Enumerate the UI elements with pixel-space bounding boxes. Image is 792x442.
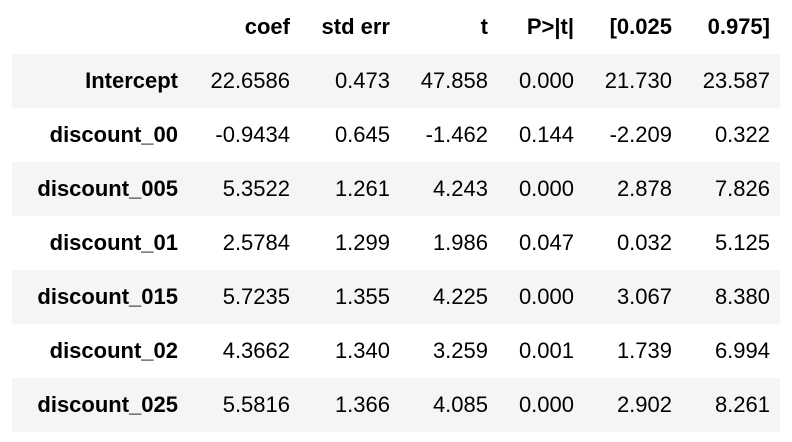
cell-std-err: 1.366 xyxy=(300,378,400,432)
header-cell-t: t xyxy=(400,0,498,54)
table-row: discount_02 4.3662 1.340 3.259 0.001 1.7… xyxy=(12,324,780,378)
cell-coef: 2.5784 xyxy=(188,216,300,270)
table-body: Intercept 22.6586 0.473 47.858 0.000 21.… xyxy=(12,54,780,432)
regression-coefficients-table: coef std err t P>|t| [0.025 0.975] Inter… xyxy=(12,0,780,432)
cell-p-value: 0.000 xyxy=(498,162,584,216)
table-row: discount_015 5.7235 1.355 4.225 0.000 3.… xyxy=(12,270,780,324)
header-cell-ci-lower: [0.025 xyxy=(584,0,682,54)
cell-p-value: 0.000 xyxy=(498,378,584,432)
cell-t: -1.462 xyxy=(400,108,498,162)
cell-p-value: 0.001 xyxy=(498,324,584,378)
cell-ci-upper: 5.125 xyxy=(682,216,780,270)
cell-ci-upper: 6.994 xyxy=(682,324,780,378)
cell-t: 47.858 xyxy=(400,54,498,108)
cell-ci-lower: 2.878 xyxy=(584,162,682,216)
cell-coef: 4.3662 xyxy=(188,324,300,378)
cell-t: 4.225 xyxy=(400,270,498,324)
cell-coef: 5.5816 xyxy=(188,378,300,432)
row-label: discount_005 xyxy=(12,162,188,216)
cell-p-value: 0.047 xyxy=(498,216,584,270)
cell-ci-lower: -2.209 xyxy=(584,108,682,162)
cell-ci-upper: 7.826 xyxy=(682,162,780,216)
row-label: discount_01 xyxy=(12,216,188,270)
cell-std-err: 1.261 xyxy=(300,162,400,216)
cell-ci-upper: 8.261 xyxy=(682,378,780,432)
cell-ci-lower: 0.032 xyxy=(584,216,682,270)
cell-ci-lower: 3.067 xyxy=(584,270,682,324)
cell-ci-upper: 8.380 xyxy=(682,270,780,324)
cell-t: 4.243 xyxy=(400,162,498,216)
table-header: coef std err t P>|t| [0.025 0.975] xyxy=(12,0,780,54)
table-row: discount_025 5.5816 1.366 4.085 0.000 2.… xyxy=(12,378,780,432)
table-row: discount_005 5.3522 1.261 4.243 0.000 2.… xyxy=(12,162,780,216)
cell-coef: 5.3522 xyxy=(188,162,300,216)
cell-std-err: 0.473 xyxy=(300,54,400,108)
header-cell-coef: coef xyxy=(188,0,300,54)
row-label: Intercept xyxy=(12,54,188,108)
cell-coef: 5.7235 xyxy=(188,270,300,324)
table-row: discount_00 -0.9434 0.645 -1.462 0.144 -… xyxy=(12,108,780,162)
cell-std-err: 1.355 xyxy=(300,270,400,324)
cell-t: 1.986 xyxy=(400,216,498,270)
cell-ci-lower: 1.739 xyxy=(584,324,682,378)
row-label: discount_025 xyxy=(12,378,188,432)
cell-p-value: 0.000 xyxy=(498,270,584,324)
row-label: discount_015 xyxy=(12,270,188,324)
cell-std-err: 1.340 xyxy=(300,324,400,378)
cell-std-err: 0.645 xyxy=(300,108,400,162)
table-row: discount_01 2.5784 1.299 1.986 0.047 0.0… xyxy=(12,216,780,270)
cell-p-value: 0.000 xyxy=(498,54,584,108)
header-cell-p-value: P>|t| xyxy=(498,0,584,54)
cell-coef: 22.6586 xyxy=(188,54,300,108)
cell-std-err: 1.299 xyxy=(300,216,400,270)
cell-ci-lower: 2.902 xyxy=(584,378,682,432)
row-label: discount_00 xyxy=(12,108,188,162)
header-cell-blank xyxy=(12,0,188,54)
header-cell-std-err: std err xyxy=(300,0,400,54)
cell-t: 4.085 xyxy=(400,378,498,432)
header-row: coef std err t P>|t| [0.025 0.975] xyxy=(12,0,780,54)
table-row: Intercept 22.6586 0.473 47.858 0.000 21.… xyxy=(12,54,780,108)
cell-ci-lower: 21.730 xyxy=(584,54,682,108)
cell-ci-upper: 23.587 xyxy=(682,54,780,108)
cell-t: 3.259 xyxy=(400,324,498,378)
cell-coef: -0.9434 xyxy=(188,108,300,162)
header-cell-ci-upper: 0.975] xyxy=(682,0,780,54)
row-label: discount_02 xyxy=(12,324,188,378)
cell-p-value: 0.144 xyxy=(498,108,584,162)
cell-ci-upper: 0.322 xyxy=(682,108,780,162)
